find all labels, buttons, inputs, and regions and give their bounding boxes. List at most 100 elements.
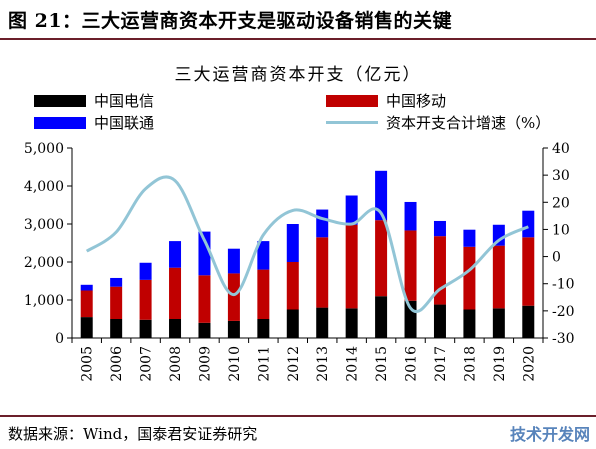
bar-telecom-2013	[316, 307, 329, 338]
figure-header: 图 21：三大运营商资本开支是驱动设备销售的关键	[0, 0, 596, 40]
x-tick-label-2007: 2007	[139, 346, 155, 382]
bar-telecom-2017	[433, 304, 446, 338]
chart-legend: 中国电信 中国移动 中国联通 资本开支合计增速（%）	[0, 0, 596, 140]
x-tick-label-2020: 2020	[521, 346, 537, 382]
legend-item-growth: 资本开支合计增速（%）	[326, 112, 550, 133]
bar-unicom-2007	[139, 262, 152, 280]
x-tick-label-2008: 2008	[168, 346, 184, 382]
y2-tick-label--10: -10	[552, 277, 575, 293]
bar-mobile-2009	[198, 275, 211, 323]
legend-label-telecom: 中国电信	[94, 92, 155, 110]
bar-mobile-2010	[227, 273, 240, 321]
source-note: 数据来源：Wind，国泰君安证券研究	[8, 425, 258, 443]
bar-telecom-2005	[80, 317, 93, 338]
bar-mobile-2014	[345, 224, 358, 309]
bar-telecom-2015	[375, 296, 388, 338]
growth-line-layer	[85, 175, 529, 313]
bar-unicom-2014	[345, 195, 358, 225]
axes-layer	[67, 147, 548, 343]
legend-swatch-unicom	[34, 116, 86, 129]
legend-label-mobile: 中国移动	[386, 92, 447, 110]
x-tick-label-2017: 2017	[433, 346, 449, 382]
legend-label-unicom: 中国联通	[94, 114, 155, 132]
bar-telecom-2008	[169, 319, 182, 338]
legend-item-telecom: 中国电信	[34, 90, 154, 111]
x-tick-label-2015: 2015	[374, 346, 390, 382]
source-divider	[0, 415, 596, 417]
bar-mobile-2018	[463, 246, 476, 310]
y2-tick-label--30: -30	[552, 331, 575, 347]
y2-tick-label-10: 10	[552, 222, 570, 238]
bar-unicom-2005	[80, 284, 93, 291]
bar-mobile-2006	[110, 286, 123, 319]
y-tick-label-2,000: 2,000	[24, 255, 64, 271]
x-tick-label-2010: 2010	[227, 346, 243, 382]
y-tick-label-5,000: 5,000	[24, 141, 64, 157]
bar-telecom-2009	[198, 322, 211, 338]
bar-mobile-2019	[492, 245, 505, 309]
bar-unicom-2009	[198, 231, 211, 276]
bar-unicom-2017	[433, 220, 446, 237]
x-tick-label-2019: 2019	[492, 346, 508, 382]
bar-telecom-2006	[110, 319, 123, 338]
bar-unicom-2018	[463, 229, 476, 247]
watermark-logo: 技术开发网	[509, 425, 590, 444]
bar-unicom-2013	[316, 209, 329, 238]
bar-mobile-2005	[80, 290, 93, 318]
bar-mobile-2012	[286, 262, 299, 310]
bar-unicom-2011	[257, 241, 270, 270]
x-tick-label-2016: 2016	[404, 346, 420, 382]
bar-unicom-2006	[110, 277, 123, 287]
y2-tick-label-30: 30	[552, 168, 570, 184]
y-tick-label-4,000: 4,000	[24, 179, 64, 195]
y2-tick-label-0: 0	[552, 250, 561, 266]
bar-telecom-2018	[463, 309, 476, 338]
x-tick-label-2006: 2006	[109, 346, 125, 382]
x-tick-label-2014: 2014	[345, 346, 361, 382]
legend-label-growth: 资本开支合计增速（%）	[386, 114, 551, 132]
bar-unicom-2020	[522, 210, 535, 238]
bar-telecom-2010	[227, 320, 240, 338]
legend-swatch-growth	[326, 121, 378, 124]
bar-telecom-2007	[139, 319, 152, 338]
x-tick-label-2018: 2018	[462, 346, 478, 382]
x-tick-label-2011: 2011	[256, 346, 272, 382]
bar-mobile-2007	[139, 279, 152, 320]
y2-tick-label-20: 20	[552, 195, 570, 211]
bar-mobile-2011	[257, 269, 270, 319]
bar-mobile-2016	[404, 230, 417, 301]
bar-unicom-2010	[227, 248, 240, 274]
chart-title: 三大运营商资本开支（亿元）	[174, 65, 422, 85]
y2-tick-label-40: 40	[552, 141, 570, 157]
bar-telecom-2019	[492, 308, 505, 338]
bar-unicom-2008	[169, 241, 182, 268]
bar-mobile-2020	[522, 237, 535, 306]
x-tick-label-2012: 2012	[286, 346, 302, 382]
bar-unicom-2016	[404, 201, 417, 231]
legend-swatch-telecom	[34, 94, 86, 107]
y-tick-label-3,000: 3,000	[24, 217, 64, 233]
x-tick-label-2013: 2013	[315, 346, 331, 382]
bar-mobile-2008	[169, 267, 182, 319]
bar-mobile-2013	[316, 237, 329, 308]
bars-layer	[80, 170, 535, 338]
bar-unicom-2019	[492, 224, 505, 246]
bar-unicom-2012	[286, 224, 299, 262]
figure-title: 图 21：三大运营商资本开支是驱动设备销售的关键	[8, 10, 453, 32]
y-tick-label-0: 0	[55, 331, 64, 347]
y2-tick-label--20: -20	[552, 304, 575, 320]
tick-labels-layer: 0 1,000 2,000 3,000 4,000 5,000 -30 -20 -10 0 10 20…	[24, 141, 575, 382]
growth-line	[85, 175, 529, 313]
x-tick-label-2005: 2005	[80, 346, 96, 382]
bar-telecom-2012	[286, 309, 299, 338]
bar-telecom-2020	[522, 305, 535, 338]
bar-unicom-2015	[375, 170, 388, 221]
bar-telecom-2014	[345, 308, 358, 338]
legend-swatch-mobile	[326, 94, 378, 107]
legend-item-unicom: 中国联通	[34, 112, 154, 133]
legend-item-mobile: 中国移动	[326, 90, 446, 111]
bar-mobile-2015	[375, 220, 388, 297]
x-tick-label-2009: 2009	[197, 346, 213, 382]
y-tick-label-1,000: 1,000	[24, 293, 64, 309]
